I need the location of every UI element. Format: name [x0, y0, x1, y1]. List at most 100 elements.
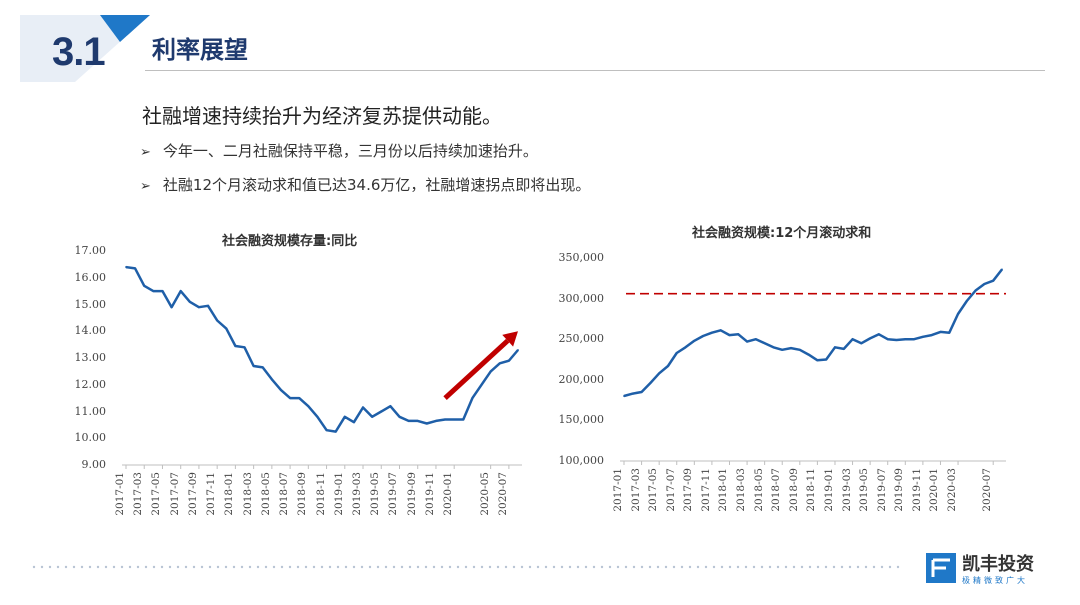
footer-dot — [232, 565, 236, 569]
footer-dot — [408, 565, 412, 569]
headline: 社融增速持续抬升为经济复苏提供动能。 — [142, 104, 502, 128]
footer-dot — [712, 565, 716, 569]
footer-dot — [280, 565, 284, 569]
footer-dot — [704, 565, 708, 569]
footer-dot — [248, 565, 252, 569]
footer-dot — [344, 565, 348, 569]
footer-dot — [456, 565, 460, 569]
footer-dot — [688, 565, 692, 569]
footer-dot — [352, 565, 356, 569]
footer-dot — [80, 565, 84, 569]
footer-dot — [768, 565, 772, 569]
footer-dot — [760, 565, 764, 569]
footer-dot — [576, 565, 580, 569]
header-accent-shape — [100, 15, 150, 42]
footer-dot — [152, 565, 156, 569]
footer-dot — [256, 565, 260, 569]
footer-dot — [512, 565, 516, 569]
footer-dot — [160, 565, 164, 569]
y-tick-label: 200,000 — [558, 372, 605, 386]
chart-2-title: 社会融资规模:12个月滚动求和 — [692, 226, 872, 241]
footer-dot — [136, 565, 140, 569]
footer-dot — [312, 565, 316, 569]
y-tick-label: 10.00 — [74, 431, 107, 445]
footer-dot — [400, 565, 404, 569]
footer-dot — [616, 565, 620, 569]
footer-dot — [440, 565, 444, 569]
footer-dot — [520, 565, 524, 569]
footer-dot — [720, 565, 724, 569]
y-tick-label: 350,000 — [558, 251, 605, 264]
footer-dot — [560, 565, 564, 569]
y-tick-label: 11.00 — [74, 404, 107, 418]
y-tick-label: 250,000 — [558, 332, 605, 346]
footer-dot — [496, 565, 500, 569]
footer-dot — [112, 565, 116, 569]
footer-dot — [96, 565, 100, 569]
y-tick-label: 150,000 — [558, 413, 605, 427]
chart-1-title: 社会融资规模存量:同比 — [222, 234, 358, 249]
footer-dot — [592, 565, 596, 569]
footer-dot — [504, 565, 508, 569]
footer-dot — [88, 565, 92, 569]
bullet-text: 今年一、二月社融保持平稳，三月份以后持续加速抬升。 — [162, 142, 538, 160]
footer-dot — [648, 565, 652, 569]
logo-letter-f — [931, 558, 950, 577]
footer-dot — [144, 565, 148, 569]
y-tick-label: 16.00 — [74, 270, 107, 284]
y-tick-label: 15.00 — [74, 297, 107, 311]
footer-dot — [216, 565, 220, 569]
footer-dot — [120, 565, 124, 569]
footer-dot — [448, 565, 452, 569]
y-tick-label: 300,000 — [558, 291, 605, 305]
footer-dot — [584, 565, 588, 569]
footer-dot — [824, 565, 828, 569]
footer-dot — [872, 565, 876, 569]
footer-dot — [72, 565, 76, 569]
y-tick-label: 100,000 — [558, 454, 605, 467]
footer-dot — [680, 565, 684, 569]
footer-dot — [48, 565, 52, 569]
footer-dot — [320, 565, 324, 569]
footer-dot — [856, 565, 860, 569]
footer-dot — [392, 565, 396, 569]
footer-dot — [376, 565, 380, 569]
footer-dot — [792, 565, 796, 569]
footer-dot — [368, 565, 372, 569]
footer-dot — [264, 565, 268, 569]
footer-dot — [208, 565, 212, 569]
footer-dot — [736, 565, 740, 569]
footer-dot — [336, 565, 340, 569]
footer-dot — [464, 565, 468, 569]
footer-dot — [200, 565, 204, 569]
footer-dot — [656, 565, 660, 569]
footer-dot — [840, 565, 844, 569]
brand-name: 凯丰投资 — [962, 554, 1034, 575]
footer-dot — [128, 565, 132, 569]
footer-dot — [56, 565, 60, 569]
footer-dot — [728, 565, 732, 569]
footer-dot — [600, 565, 604, 569]
footer-dot — [296, 565, 300, 569]
brand-slogan: 极精微致广大 — [962, 576, 1028, 585]
footer-dot — [536, 565, 540, 569]
footer-dot — [304, 565, 308, 569]
footer-dot — [568, 565, 572, 569]
footer-dot — [192, 565, 196, 569]
bullet-arrow-icon: ➢ — [140, 145, 151, 160]
y-tick-label: 12.00 — [74, 377, 107, 391]
footer-dot — [472, 565, 476, 569]
footer-dot — [480, 565, 484, 569]
footer-dot — [848, 565, 852, 569]
y-tick-label: 14.00 — [74, 324, 107, 338]
y-tick-label: 17.00 — [74, 244, 107, 257]
footer-dot — [880, 565, 884, 569]
footer-dot — [416, 565, 420, 569]
footer-dot — [784, 565, 788, 569]
footer-dot — [64, 565, 68, 569]
footer-dot — [384, 565, 388, 569]
footer-dot — [360, 565, 364, 569]
footer-dot — [432, 565, 436, 569]
